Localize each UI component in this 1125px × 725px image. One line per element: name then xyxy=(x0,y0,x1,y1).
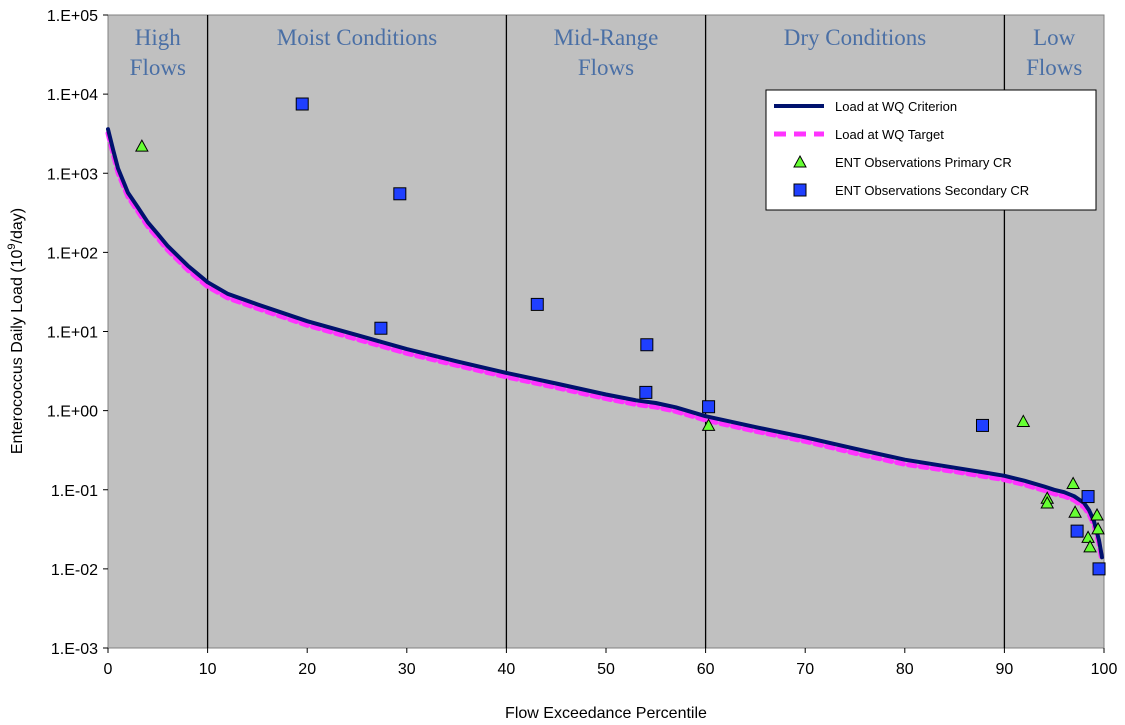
primary-observation-point xyxy=(1040,495,1055,509)
y-axis-title: Enterococcus Daily Load (109/day) xyxy=(6,208,26,454)
x-tick-label: 90 xyxy=(996,661,1014,678)
secondary-observation-point xyxy=(530,297,544,311)
legend-label-primary: ENT Observations Primary CR xyxy=(835,155,1012,170)
y-tick-label: 1.E+04 xyxy=(47,87,98,104)
y-tick-label: 1.E-03 xyxy=(51,641,98,658)
y-axis-title-end: /day) xyxy=(9,208,26,244)
legend-label-criterion: Load at WQ Criterion xyxy=(835,99,957,114)
y-tick-label: 1.E+02 xyxy=(47,245,98,262)
y-tick-label: 1.E+01 xyxy=(47,325,98,342)
x-tick-label: 10 xyxy=(199,661,217,678)
y-tick-label: 1.E-01 xyxy=(51,483,98,500)
legend-swatch-primary xyxy=(793,154,807,168)
x-tick-label: 40 xyxy=(498,661,516,678)
legend-label-secondary: ENT Observations Secondary CR xyxy=(835,183,1029,198)
secondary-observation-point xyxy=(975,418,989,432)
zone-labels: High Flows Moist Conditions Mid-Range Flows D… xyxy=(130,25,1083,80)
zone-label: High xyxy=(135,25,182,50)
y-axis-ticks: 1.E-03 1.E-02 1.E-01 1.E+00 1.E+01 1.E+02 1.E+… xyxy=(47,8,108,658)
zone-label: Flows xyxy=(1026,55,1082,80)
legend-box xyxy=(765,89,1097,211)
primary-observation-point xyxy=(1066,476,1080,489)
zone-label: Dry Conditions xyxy=(784,25,927,50)
x-tick-label: 50 xyxy=(597,661,615,678)
primary-observation-point xyxy=(1091,521,1105,535)
y-tick-label: 1.E-02 xyxy=(51,562,98,579)
zone-label: Low xyxy=(1033,25,1076,50)
x-tick-label: 60 xyxy=(697,661,715,678)
legend-swatch-secondary xyxy=(793,183,807,197)
x-tick-label: 80 xyxy=(896,661,914,678)
x-tick-label: 30 xyxy=(398,661,416,678)
primary-observation-point xyxy=(1068,505,1082,518)
y-axis-title-main: Enterococcus Daily Load (10 xyxy=(9,249,26,454)
secondary-observation-point xyxy=(374,321,388,335)
secondary-observation-point xyxy=(702,400,716,414)
primary-observation-point xyxy=(1081,530,1095,543)
marker-group xyxy=(135,97,1106,576)
x-tick-label: 0 xyxy=(104,661,113,678)
secondary-observation-point xyxy=(640,338,654,352)
zone-label: Flows xyxy=(130,55,186,80)
zone-boundaries xyxy=(206,15,1006,648)
x-axis-title: Flow Exceedance Percentile xyxy=(505,705,707,722)
zone-label: Mid-Range xyxy=(554,25,659,50)
legend: Load at WQ Criterion Load at WQ Target E… xyxy=(765,89,1097,211)
y-tick-label: 1.E+03 xyxy=(47,166,98,183)
secondary-observation-point xyxy=(1081,490,1095,504)
series-line-criterion xyxy=(106,127,1104,560)
primary-observation-point xyxy=(701,418,716,431)
series-group xyxy=(105,127,1105,564)
y-tick-label: 1.E+05 xyxy=(47,8,98,25)
primary-observation-point xyxy=(135,139,149,152)
secondary-observation-point xyxy=(639,385,653,399)
x-tick-label: 20 xyxy=(298,661,316,678)
zone-label: Flows xyxy=(578,55,634,80)
primary-observation-point xyxy=(1016,414,1031,427)
y-tick-label: 1.E+00 xyxy=(47,404,98,421)
secondary-observation-point xyxy=(1070,524,1084,538)
y-axis-title-superscript: 9 xyxy=(6,243,18,249)
x-tick-label: 70 xyxy=(796,661,814,678)
legend-label-target: Load at WQ Target xyxy=(835,127,944,142)
zone-label: Moist Conditions xyxy=(277,25,437,50)
x-tick-label: 100 xyxy=(1091,661,1118,678)
primary-observation-point xyxy=(1090,507,1104,521)
secondary-observation-point xyxy=(295,97,309,111)
secondary-observation-point xyxy=(1092,562,1106,576)
secondary-observation-point xyxy=(393,187,407,201)
x-axis-ticks: 0 10 20 30 40 50 60 70 80 90 100 xyxy=(104,648,1118,678)
primary-observation-point xyxy=(1083,539,1097,553)
series-line-target xyxy=(105,130,1105,564)
